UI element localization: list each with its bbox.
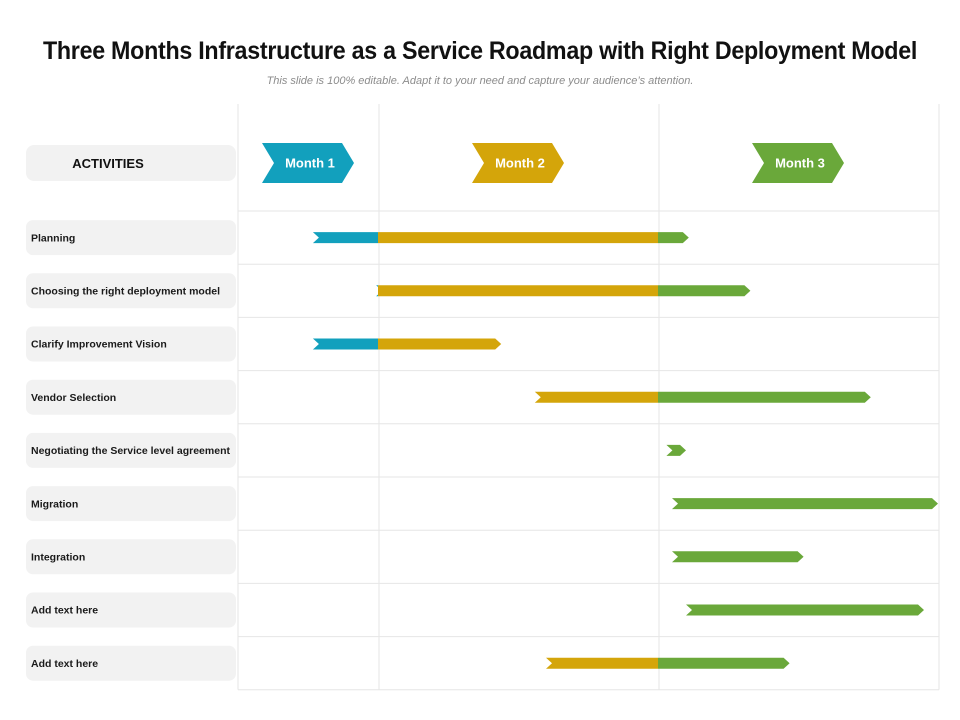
activity-9-bar-segment-1	[546, 657, 658, 669]
activity-3-label-box	[26, 326, 236, 362]
page-subtitle: This slide is 100% editable. Adapt it to…	[266, 75, 694, 87]
activity-8-bar-segment-1	[686, 604, 924, 616]
activity-8-label-box	[26, 592, 236, 628]
activity-1-bar-segment-1	[312, 232, 378, 244]
activity-3-bar-segment-1	[312, 338, 378, 350]
activity-2-bar-segment-3	[658, 285, 751, 297]
activity-1-label: Planning	[31, 232, 75, 244]
activity-7-label: Integration	[31, 552, 85, 564]
page-title: Three Months Infrastructure as a Service…	[42, 37, 918, 65]
activity-2-label-box	[26, 273, 236, 309]
month-3-chevron	[752, 143, 844, 183]
month-2-chevron	[472, 143, 564, 183]
activity-6-label: Migration	[31, 498, 78, 510]
activity-9-label-box	[26, 645, 236, 681]
activity-1-bar-segment-3	[658, 232, 689, 244]
activity-9-label: Add text here	[31, 658, 98, 670]
activity-1-label-box	[26, 220, 236, 256]
activity-8-label: Add text here	[31, 605, 98, 617]
activity-7-label-box	[26, 539, 236, 575]
activity-5-label: Negotiating the Service level agreement	[31, 445, 230, 457]
activities-header-box	[26, 145, 236, 181]
activity-4-bar-segment-2	[658, 391, 871, 403]
activity-7-bar-segment-1	[672, 551, 804, 563]
activity-4-label-box	[26, 379, 236, 415]
activity-3-bar-segment-2	[378, 338, 502, 350]
activity-2-label: Choosing the right deployment model	[31, 286, 220, 298]
month-3-label: Month 3	[775, 156, 825, 171]
activity-1-bar-segment-2	[378, 232, 658, 244]
activity-4-bar-segment-1	[534, 391, 658, 403]
activity-6-label-box	[26, 486, 236, 522]
activity-5-label-box	[26, 432, 236, 468]
activity-9-bar-segment-2	[658, 657, 790, 669]
month-2-label: Month 2	[495, 156, 545, 171]
activity-3-label: Clarify Improvement Vision	[31, 339, 167, 351]
month-1-label: Month 1	[285, 156, 335, 171]
activity-2-bar-segment-2	[378, 285, 658, 297]
activity-6-bar-segment-1	[672, 498, 938, 510]
month-1-chevron	[262, 143, 354, 183]
activities-header-label: ACTIVITIES	[72, 156, 144, 171]
activity-5-bar-segment-1	[666, 444, 686, 456]
activity-4-label: Vendor Selection	[31, 392, 116, 404]
